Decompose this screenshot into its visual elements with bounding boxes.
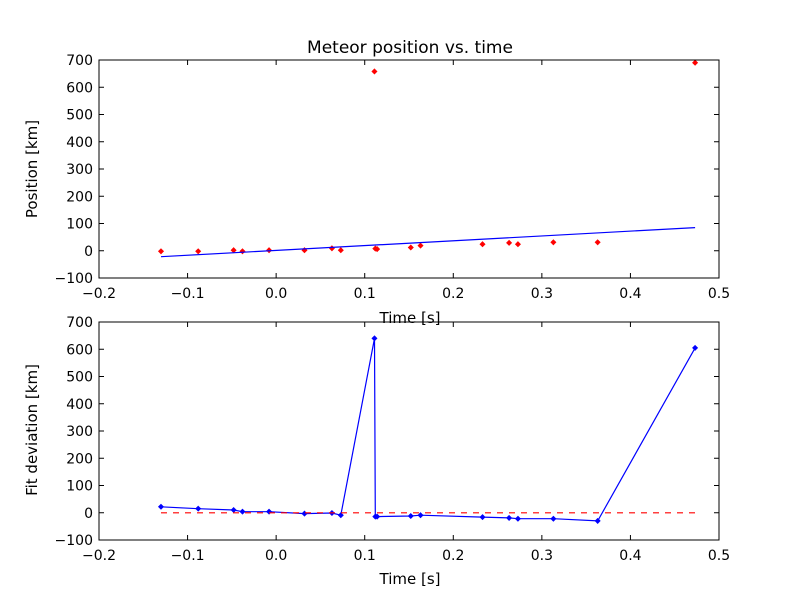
position-x-ticks: −0.2 −0.1 0.0 0.1 0.2 0.3 0.4 0.5 (82, 60, 730, 302)
deviation-series-0-point-10 (374, 513, 381, 520)
position-x-tick-label-1: −0.1 (171, 286, 205, 302)
deviation-y-tick-label-2: 100 (66, 479, 93, 495)
position-series-0-point-17 (594, 239, 601, 246)
deviation-series-0-point-13 (479, 514, 486, 521)
deviation-y-tick-label-0: −100 (55, 533, 93, 549)
deviation-series-0-point-17 (594, 517, 601, 524)
position-series-1-line (160, 227, 696, 258)
position-y-tick-label-8: 700 (66, 53, 93, 69)
position-y-tick-label-0: −100 (55, 271, 93, 287)
deviation-series-0-point-7 (337, 512, 344, 519)
position-y-tick-label-7: 600 (66, 80, 93, 96)
position-series-0-point-8 (371, 68, 378, 75)
position-series-0-point-15 (514, 241, 521, 248)
position-y-tick-label-1: 0 (84, 244, 93, 260)
deviation-x-tick-label-2: 0.0 (265, 548, 287, 564)
position-x-tick-label-0: −0.2 (82, 286, 116, 302)
position-y-ticks: −100 0 100 200 300 400 500 600 700 (55, 53, 719, 287)
deviation-series-0-point-0 (157, 503, 165, 510)
position-chart-title: Meteor position vs. time (307, 38, 513, 58)
deviation-y-tick-label-4: 300 (66, 424, 93, 440)
deviation-x-tick-label-0: −0.2 (82, 548, 116, 564)
position-series-0-point-1 (195, 248, 202, 255)
deviation-x-tick-label-4: 0.2 (442, 548, 464, 564)
deviation-x-tick-label-1: −0.1 (171, 548, 205, 564)
deviation-series-0-point-16 (550, 515, 557, 522)
position-series-0-point-12 (417, 242, 424, 249)
deviation-y-axis-label: Fit deviation [km] (23, 364, 41, 496)
position-series-0-point-16 (550, 239, 557, 246)
deviation-y-tick-label-7: 600 (66, 342, 93, 358)
deviation-series-0-point-8 (371, 335, 378, 342)
deviation-series-0-point-1 (195, 505, 202, 512)
position-y-tick-label-3: 200 (66, 189, 93, 205)
deviation-series-0-point-12 (417, 512, 424, 519)
position-series-0-point-14 (506, 239, 513, 246)
position-y-axis-label: Position [km] (23, 120, 41, 218)
position-panel: Meteor position vs. time −0.2 −0.1 0.0 0.1 0… (23, 38, 730, 327)
deviation-y-tick-label-6: 500 (66, 370, 93, 386)
deviation-y-ticks: −100 0 100 200 300 400 500 600 700 (55, 315, 719, 549)
position-series-0-point-11 (407, 244, 414, 251)
deviation-x-tick-label-3: 0.1 (354, 548, 376, 564)
deviation-x-axis-label: Time [s] (379, 570, 441, 588)
deviation-x-tick-label-7: 0.5 (708, 548, 730, 564)
deviation-y-tick-label-5: 400 (66, 397, 93, 413)
position-x-tick-label-6: 0.4 (619, 286, 641, 302)
deviation-x-ticks: −0.2 −0.1 0.0 0.1 0.2 0.3 0.4 0.5 (82, 322, 730, 564)
position-x-tick-label-4: 0.2 (442, 286, 464, 302)
deviation-series-0-point-15 (514, 515, 521, 522)
position-x-tick-label-7: 0.5 (708, 286, 730, 302)
deviation-y-tick-label-8: 700 (66, 315, 93, 331)
position-x-tick-label-3: 0.1 (354, 286, 376, 302)
deviation-series-0-point-14 (506, 514, 513, 521)
position-x-axis-label: Time [s] (379, 309, 441, 327)
position-x-tick-label-2: 0.0 (265, 286, 287, 302)
deviation-y-tick-label-1: 0 (84, 506, 93, 522)
position-y-tick-label-6: 500 (66, 108, 93, 124)
deviation-series-0-point-18 (692, 344, 699, 351)
position-series-0-point-0 (157, 248, 165, 255)
deviation-series-0-point-11 (407, 512, 414, 520)
deviation-series-0-point-3 (239, 508, 246, 515)
position-series-0-point-18 (692, 59, 699, 66)
deviation-x-tick-label-5: 0.3 (531, 548, 553, 564)
deviation-panel: −0.2 −0.1 0.0 0.1 0.2 0.3 0.4 0.5 −100 0 100 200 30… (23, 315, 730, 588)
deviation-series-0-point-4 (266, 508, 273, 515)
position-y-tick-label-4: 300 (66, 162, 93, 178)
position-y-tick-label-5: 400 (66, 135, 93, 151)
position-series-0-point-10 (374, 246, 381, 253)
position-series-0-point-4 (266, 247, 273, 254)
deviation-y-tick-label-3: 200 (66, 451, 93, 467)
position-series-0-point-13 (479, 241, 486, 248)
deviation-x-tick-label-6: 0.4 (619, 548, 641, 564)
position-series-0-point-7 (337, 247, 344, 254)
position-y-tick-label-2: 100 (66, 217, 93, 233)
position-x-tick-label-5: 0.3 (531, 286, 553, 302)
